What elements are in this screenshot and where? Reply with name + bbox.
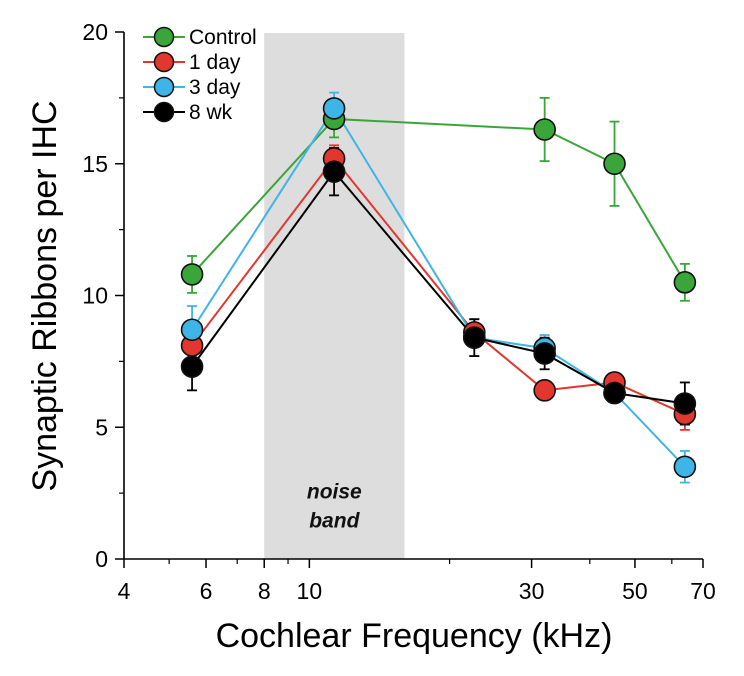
y-tick-label: 5 <box>95 414 108 440</box>
data-point <box>533 118 556 141</box>
series-line <box>191 106 686 468</box>
data-points <box>180 97 697 479</box>
data-point <box>180 318 204 342</box>
legend-swatch-marker <box>153 26 175 48</box>
legend-label: 8 wk <box>189 101 233 124</box>
data-point <box>533 342 556 365</box>
legend-label: 1 day <box>189 51 241 74</box>
legend-swatch-marker <box>153 51 175 73</box>
data-point <box>322 160 346 183</box>
legend-label: 3 day <box>189 76 241 99</box>
data-point <box>673 271 697 294</box>
y-ticks: 0 5 10 15 20 <box>82 19 124 572</box>
x-ticks: 4 6 8 10 30 50 70 <box>118 559 716 604</box>
legend-item: 8 wk <box>143 101 233 124</box>
noise-band-label: noise band <box>307 480 362 532</box>
y-tick-label: 15 <box>82 151 108 177</box>
data-point <box>603 381 626 405</box>
x-tick-label: 4 <box>118 578 131 604</box>
data-point <box>603 152 626 176</box>
data-point <box>533 379 556 402</box>
legend-item: 1 day <box>143 51 241 74</box>
y-axis-title: Synaptic Ribbons per IHC <box>26 100 64 491</box>
x-axis-title: Cochlear Frequency (kHz) <box>216 617 613 655</box>
legend-swatch-marker <box>153 101 175 123</box>
data-point <box>673 455 697 479</box>
noise-band-label-line1: noise <box>307 480 362 503</box>
data-point <box>673 392 697 415</box>
x-tick-label: 6 <box>200 578 213 604</box>
x-tick-label: 70 <box>690 578 716 604</box>
legend-item: 3 day <box>143 76 241 99</box>
series-line <box>191 156 686 415</box>
data-point <box>180 263 204 286</box>
legend-item: Control <box>143 26 257 49</box>
legend-swatch-marker <box>153 76 175 98</box>
data-point <box>462 326 486 349</box>
y-tick-label: 10 <box>82 283 108 309</box>
legend-label: Control <box>189 26 257 49</box>
data-point <box>322 97 346 120</box>
data-point <box>180 355 204 378</box>
x-tick-label: 30 <box>519 578 545 604</box>
x-tick-label: 50 <box>622 578 648 604</box>
series-line <box>191 170 686 405</box>
y-tick-label: 0 <box>95 546 108 572</box>
y-tick-label: 20 <box>82 19 108 45</box>
x-tick-label: 8 <box>258 578 271 604</box>
x-tick-label: 10 <box>297 578 323 604</box>
noise-band-label-line2: band <box>309 509 360 532</box>
